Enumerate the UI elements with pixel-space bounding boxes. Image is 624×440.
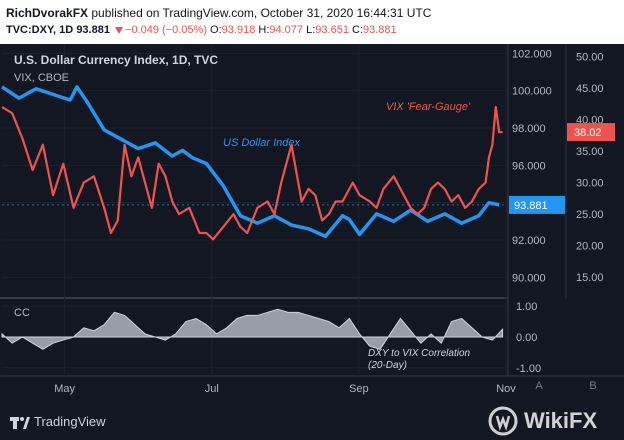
vix-annotation: VIX 'Fear-Gauge' [386, 101, 471, 113]
tradingview-logo[interactable]: TradingView [10, 414, 106, 429]
dxy-tick-label: 96.000 [512, 160, 546, 172]
ohlc-line: TVC:DXY, 1D 93.881 −0.049 (−0.05%) O:93.… [6, 24, 397, 36]
dxy-tick-label: 100.000 [512, 86, 552, 98]
x-tick-label: May [54, 383, 75, 395]
vix-tick-label: 30.00 [576, 178, 604, 190]
tradingview-wordmark: TradingView [34, 414, 106, 429]
author-name[interactable]: RichDvorakFX [6, 6, 89, 20]
chart-subtitle: VIX, CBOE [14, 72, 69, 84]
vix-tick-label: 25.00 [576, 209, 604, 221]
x-tick-label: Sep [349, 383, 369, 395]
wikifx-logo-icon [488, 406, 518, 436]
symbol-label[interactable]: TVC:DXY, 1D [6, 24, 74, 36]
open-value: 93.918 [221, 24, 256, 36]
vix-series-line [1, 105, 503, 241]
price-change: −0.049 (−0.05%) [125, 24, 207, 36]
vix-tick-label: 35.00 [576, 146, 604, 158]
publish-info: published on TradingView.com, October 31… [91, 6, 432, 20]
dxy-last-label: 93.881 [514, 200, 548, 212]
publish-line: RichDvorakFX published on TradingView.co… [6, 6, 431, 20]
dxy-tick-label: 98.000 [512, 123, 546, 135]
high-value: 94.077 [269, 24, 304, 36]
cc-area [1, 308, 504, 350]
vix-tick-label: 50.00 [576, 52, 604, 64]
cc-annotation-line1: DXY to VIX Correlation [368, 348, 471, 359]
cc-area-shape [1, 308, 504, 350]
low-label: L: [306, 24, 316, 36]
chart-header: RichDvorakFX published on TradingView.co… [0, 0, 624, 44]
cc-title: CC [14, 307, 30, 319]
cc-tick-label: 1.00 [516, 301, 537, 313]
chart-canvas[interactable]: 90.00092.00094.00096.00098.000100.000102… [0, 44, 624, 406]
compare-button-b[interactable]: B [589, 380, 597, 392]
high-label: H: [258, 24, 270, 36]
tradingview-logo-icon [10, 416, 30, 429]
dxy-tick-label: 92.000 [512, 235, 546, 247]
cc-annotation-line2: (20-Day) [368, 360, 407, 371]
dxy-tick-label: 102.000 [512, 48, 552, 60]
chart-labels: 90.00092.00094.00096.00098.000100.000102… [54, 48, 615, 395]
vix-last-label: 38.02 [574, 127, 602, 139]
open-label: O: [210, 24, 222, 36]
footer-bar: TradingView WikiFX [0, 406, 624, 440]
close-label: C: [352, 24, 364, 36]
x-tick-label: Jul [205, 383, 219, 395]
low-value: 93.651 [315, 24, 349, 36]
vix-tick-label: 20.00 [576, 241, 604, 253]
series-lines [1, 85, 503, 241]
vix-tick-label: 45.00 [576, 83, 604, 95]
vix-last-label-bg [567, 123, 615, 142]
cc-tick-label: 0.00 [516, 332, 537, 344]
down-arrow-icon [115, 26, 124, 34]
dxy-last-label-bg [509, 195, 565, 214]
x-tick-label: Nov [496, 383, 516, 395]
dxy-series-line [1, 85, 500, 239]
wikifx-watermark: WikiFX [488, 406, 597, 436]
chart-title: U.S. Dollar Currency Index, 1D, TVC [14, 53, 218, 67]
close-value: 93.881 [363, 24, 397, 36]
compare-button-a[interactable]: A [535, 380, 543, 392]
cc-tick-label: -1.00 [516, 363, 541, 375]
wikifx-wordmark: WikiFX [524, 408, 598, 433]
dxy-annotation: US Dollar Index [223, 137, 301, 149]
dxy-tick-label: 90.000 [512, 272, 546, 284]
last-price: 93.881 [76, 24, 110, 36]
vix-tick-label: 15.00 [576, 272, 604, 284]
